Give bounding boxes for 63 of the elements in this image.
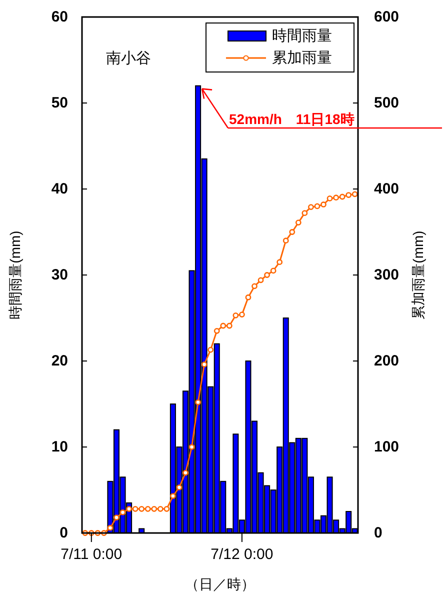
point [144,506,151,512]
y-axis-title: 時間雨量(mm) [7,230,23,320]
y-tick-label: 50 [51,94,68,112]
point [326,196,333,202]
x-tick-label: 7/11 0:00 [60,546,122,563]
point [252,283,258,290]
point [302,210,308,216]
y2-tick-label: 400 [374,180,400,198]
point [214,328,220,334]
point [220,322,226,329]
point [170,493,176,499]
point [107,524,114,531]
point [208,346,214,353]
point [151,506,158,512]
point [126,506,132,512]
y2-tick-label: 500 [374,94,400,112]
annotation: 52mm/h 11日18時 [229,111,354,127]
point [245,294,252,300]
point [239,312,245,318]
y2-tick-label: 200 [374,352,400,370]
point [132,506,138,512]
point [333,194,339,201]
point [270,268,276,274]
point [282,238,289,244]
y2-tick-label: 300 [374,266,400,284]
point [226,322,232,329]
y-tick-label: 10 [51,438,68,456]
point [157,506,164,512]
y-tick-label: 20 [51,352,68,370]
point [308,204,314,210]
y2-tick-label: 100 [374,438,400,456]
y2-axis-title: 累加雨量(mm) [410,230,426,320]
point [114,514,120,520]
point [201,361,208,368]
point [289,229,296,235]
point [258,277,264,284]
y2-tick-label: 600 [374,8,400,26]
point [232,312,239,318]
point [339,194,346,200]
point [120,509,126,516]
point [352,191,358,198]
point [264,272,270,278]
point [320,202,326,208]
point [195,399,201,406]
y2-tick-label: 0 [374,524,382,542]
point [176,484,182,490]
point [346,192,352,198]
legend-label: 時間雨量 [272,28,332,44]
point [164,506,170,512]
y-tick-label: 60 [51,8,68,26]
point [295,220,302,226]
x-axis-title: （日／時） [185,576,255,592]
y-tick-label: 30 [51,266,68,284]
point [276,259,283,266]
point [188,444,195,450]
legend-label: 累加雨量 [272,50,332,66]
point [138,506,145,512]
y-tick-label: 0 [60,524,68,542]
text: 南小谷 [106,50,151,67]
point [314,203,320,210]
y-tick-label: 40 [51,180,68,198]
x-tick-label: 7/12 0:00 [210,546,274,563]
point [182,470,188,476]
